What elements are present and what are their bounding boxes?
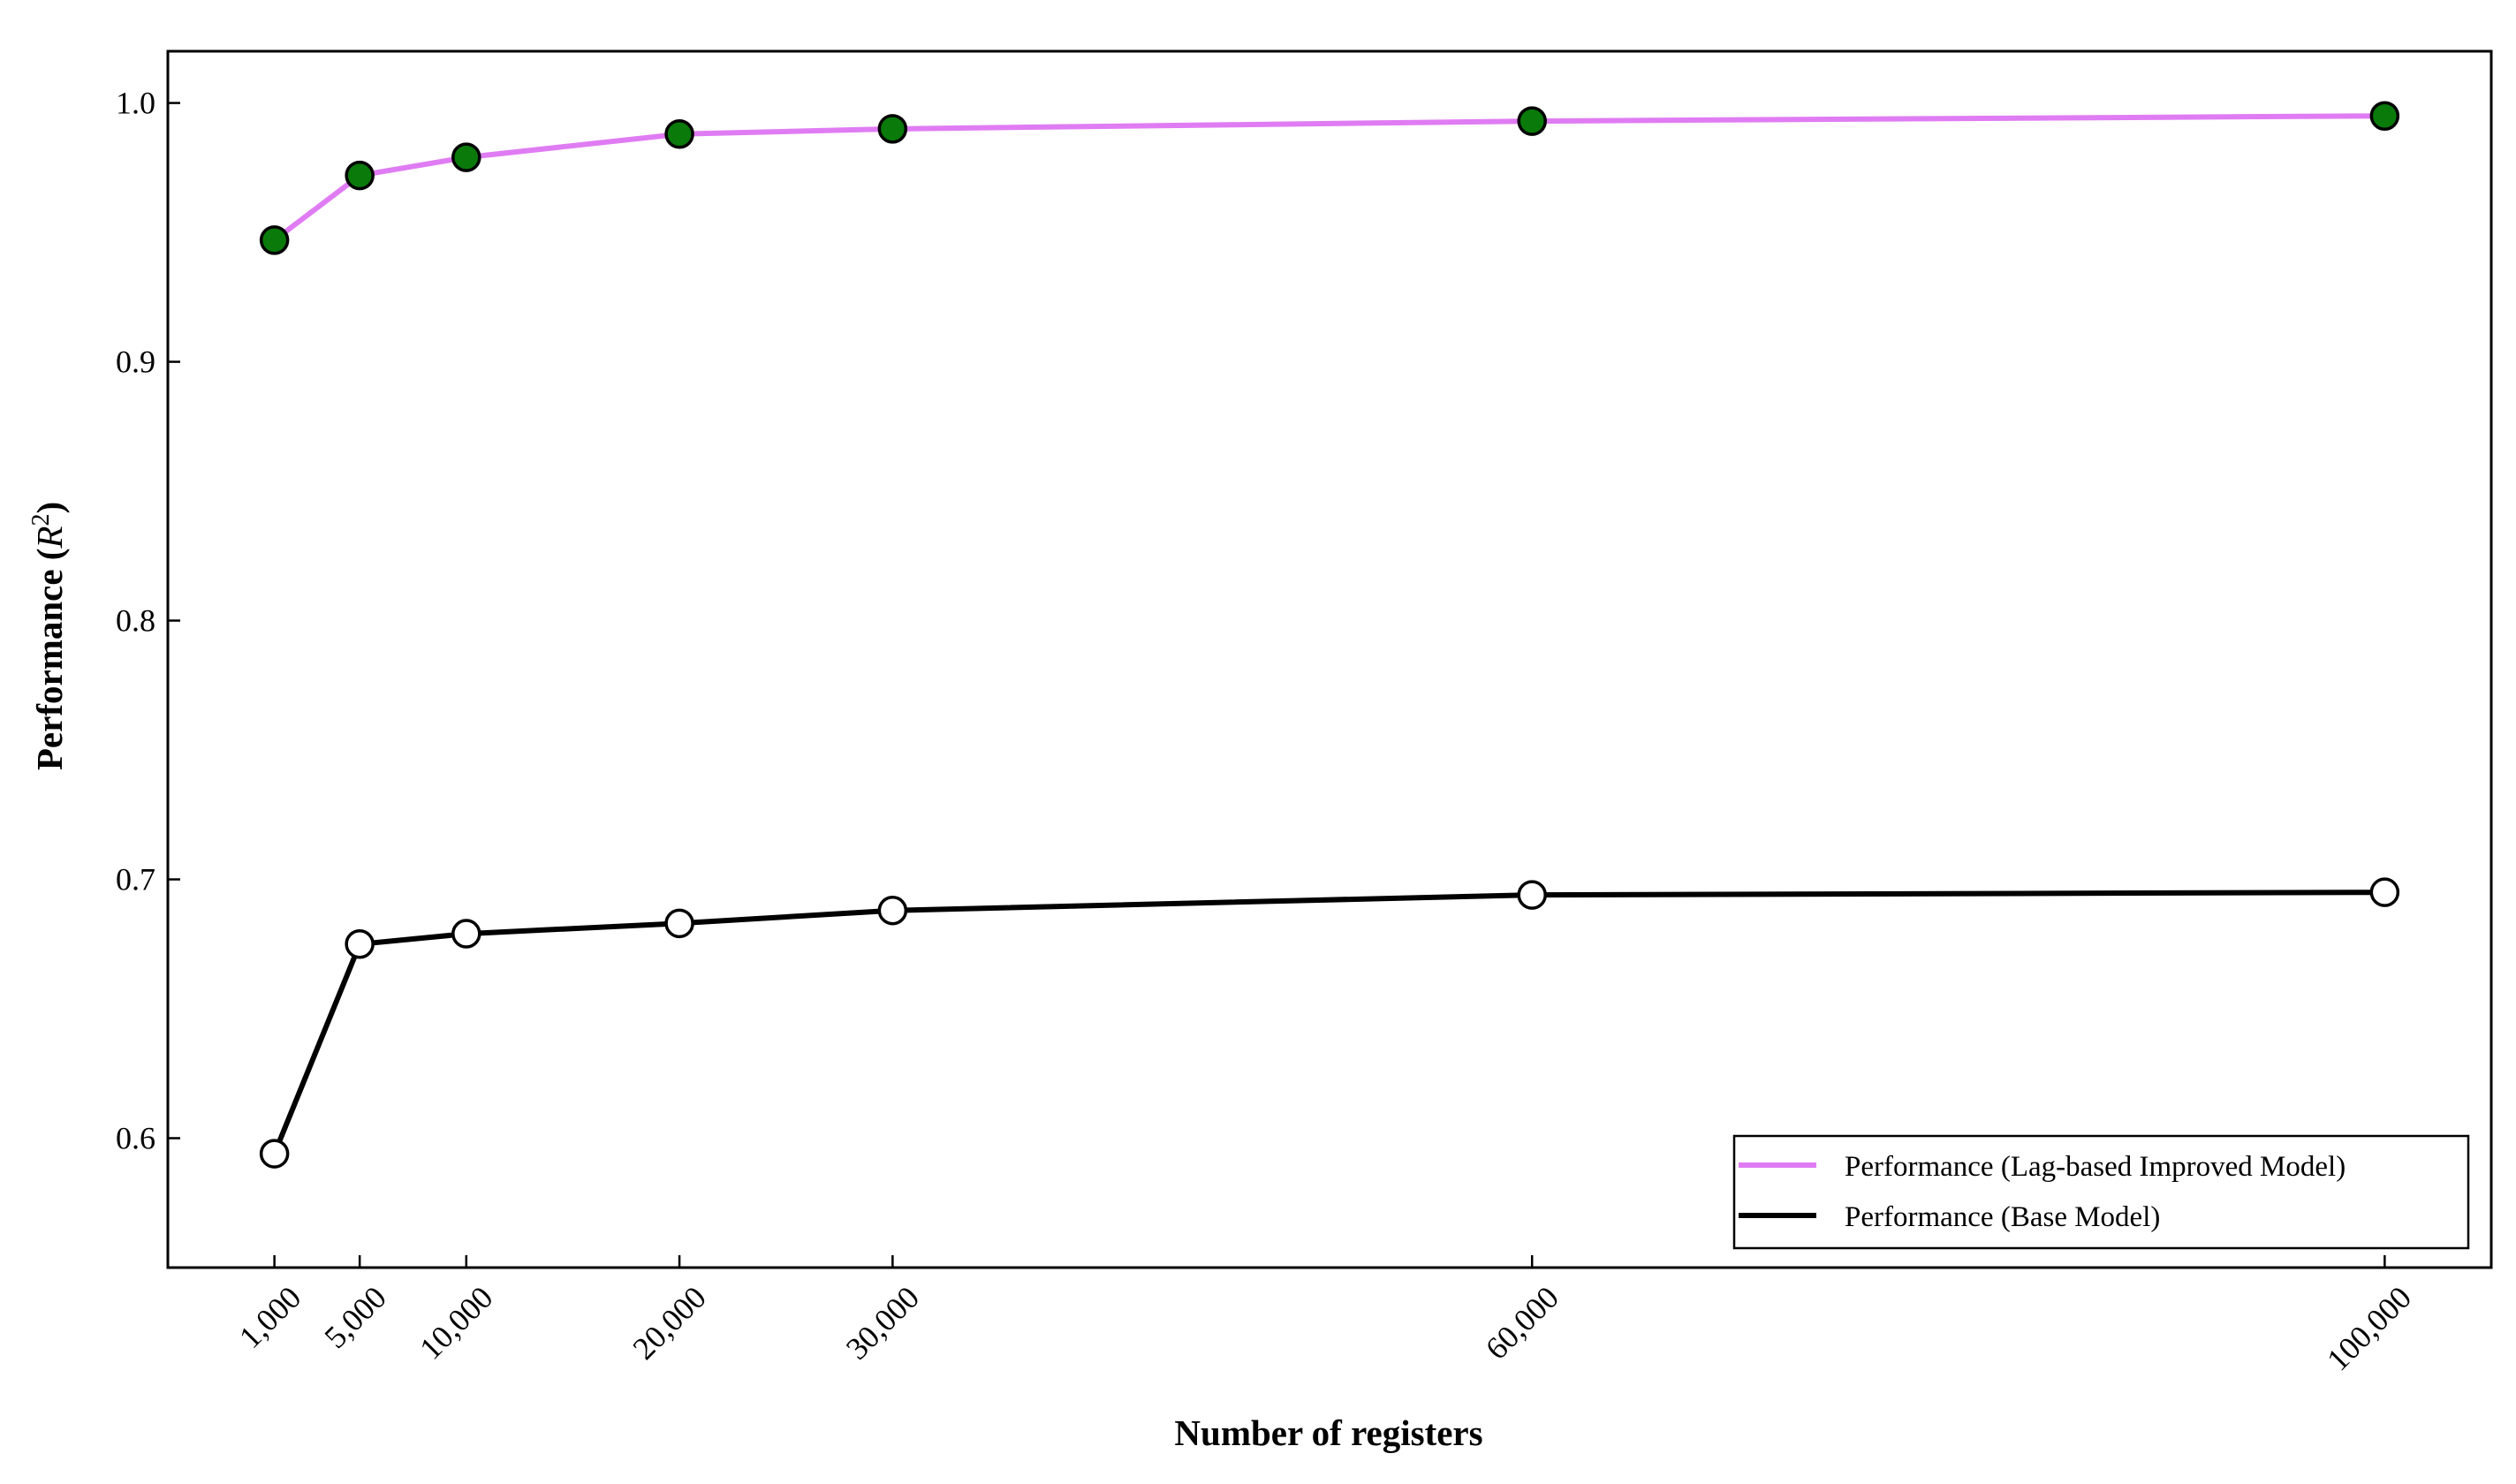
series-line-1: [271, 890, 2388, 1157]
series-0-point: [345, 160, 375, 191]
series-1-point: [259, 1139, 290, 1169]
x-axis-title: Number of registers: [1174, 1412, 1482, 1453]
series-0-point: [259, 225, 290, 255]
y-axis-title-close: ): [29, 502, 70, 514]
series-0-point: [664, 119, 694, 149]
y-tick-label: 0.9: [116, 344, 155, 380]
series-0-point: [877, 114, 908, 144]
series-1-point: [345, 929, 375, 959]
x-tick-label: 10,000: [413, 1279, 499, 1366]
legend-label-lag-based: Performance (Lag-based Improved Model): [1845, 1151, 2345, 1183]
y-tick-label: 0.7: [116, 862, 155, 897]
series-1-point: [1517, 880, 1547, 910]
y-tick-label: 0.6: [116, 1121, 155, 1156]
series-1-point: [2369, 877, 2400, 907]
plot-frame: [166, 49, 2493, 1269]
y-axis-title-symbol: R: [29, 526, 70, 549]
x-tick-label: 20,000: [626, 1279, 713, 1366]
series-1-point: [451, 919, 481, 949]
series-1-point: [664, 908, 694, 939]
legend-box: [1732, 1134, 2470, 1250]
series-0-point: [451, 142, 481, 172]
y-tick-label: 0.8: [116, 603, 155, 639]
x-tick-label: 100,000: [2320, 1279, 2418, 1377]
legend-label-base: Performance (Base Model): [1845, 1201, 2160, 1233]
y-axis-title-text: Performance (: [29, 549, 70, 771]
x-tick-label: 60,000: [1479, 1279, 1565, 1366]
x-tick-label: 5,000: [317, 1279, 393, 1355]
y-axis-title-sup: 2: [27, 514, 55, 526]
x-tick-label: 1,000: [232, 1279, 308, 1355]
series-0-point: [1517, 106, 1547, 136]
series-0-point: [2369, 101, 2400, 131]
series-line-0: [271, 113, 2388, 243]
y-tick-label: 1.0: [116, 86, 155, 121]
legend: Performance (Lag-based Improved Model) P…: [1732, 1134, 2470, 1250]
series-1-point: [877, 895, 908, 926]
y-axis-title: Performance (R2): [27, 502, 71, 770]
series-layer: [259, 101, 2400, 1169]
x-tick-label: 30,000: [839, 1279, 926, 1366]
